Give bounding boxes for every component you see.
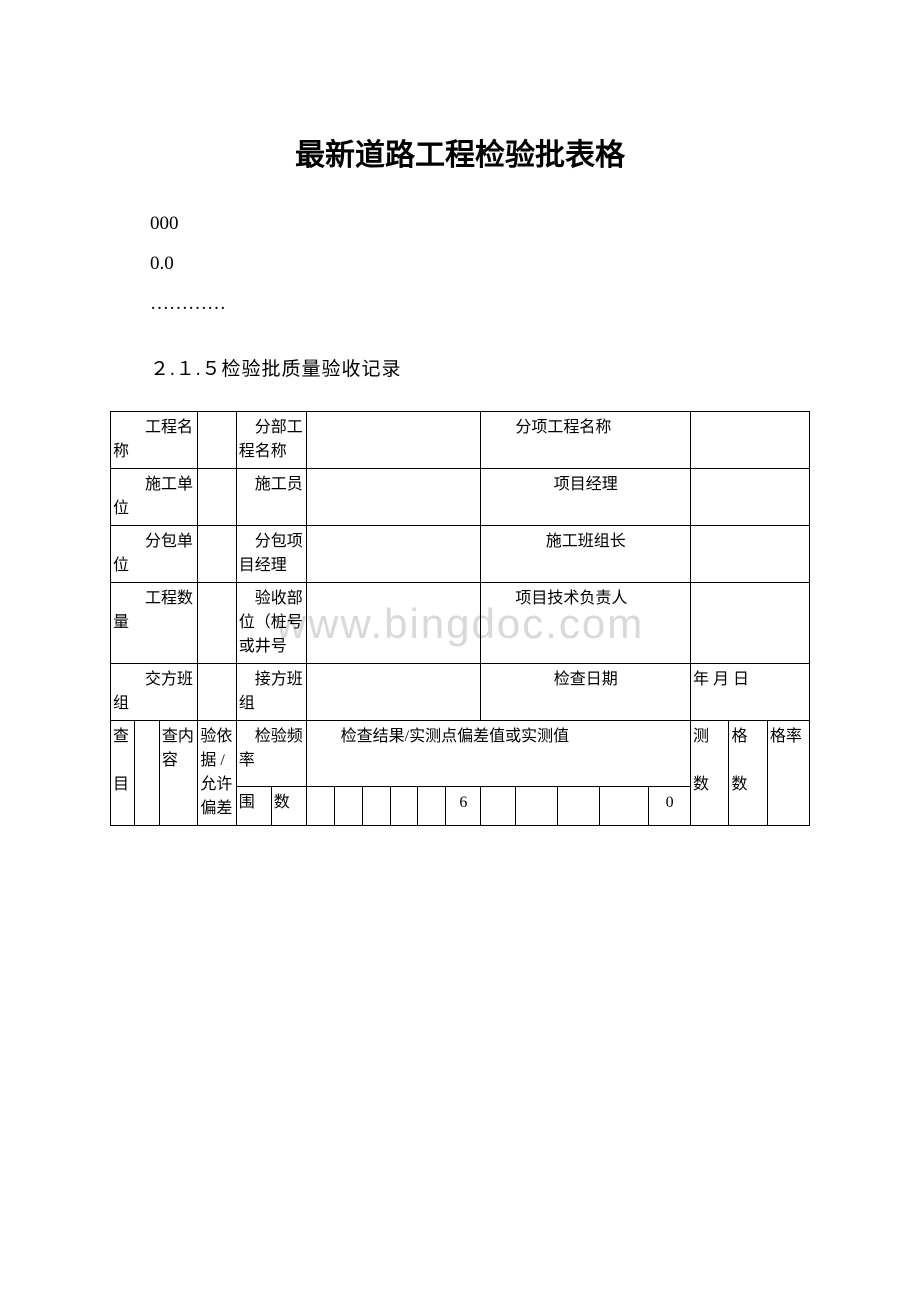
cell — [306, 411, 481, 468]
cell — [691, 582, 810, 663]
pre-line-1: 000 — [150, 204, 810, 244]
label-constructor: 施工员 — [236, 468, 306, 525]
table-row: 分包单位 分包项目经理 施工班组长 — [111, 525, 810, 582]
cell — [600, 787, 649, 826]
label-construction-unit: 施工单位 — [111, 468, 198, 525]
cell — [135, 720, 159, 825]
cell — [198, 411, 236, 468]
cell — [198, 663, 236, 720]
cell — [306, 582, 481, 663]
label-subitem-name: 分项工程名称 — [481, 411, 691, 468]
label-basis-tolerance: 验依据 / 允许偏差 — [198, 720, 236, 825]
label-check-content: 查内容 — [159, 720, 197, 825]
label-count: 数 — [271, 787, 306, 826]
cell — [691, 525, 810, 582]
label-measure-count: 测 数 — [691, 720, 729, 825]
cell — [198, 582, 236, 663]
cell — [691, 468, 810, 525]
label-project-manager: 项目经理 — [481, 468, 691, 525]
section-title: ２.１.５检验批质量验收记录 — [110, 354, 810, 381]
label-division-name: 分部工程名称 — [236, 411, 306, 468]
label-pass-rate: 格率 — [767, 720, 809, 825]
table-row: 施工单位 施工员 项目经理 — [111, 468, 810, 525]
cell — [306, 787, 334, 826]
pre-line-3: ………… — [150, 284, 810, 324]
cell — [362, 787, 390, 826]
inspection-form-table: 工程名称 分部工程名称 分项工程名称 施工单位 施工员 项目经理 分包单位 分包… — [110, 411, 810, 826]
cell — [306, 663, 481, 720]
cell-num-6: 6 — [446, 787, 481, 826]
cell — [334, 787, 362, 826]
table-row: 工程名称 分部工程名称 分项工程名称 — [111, 411, 810, 468]
label-check-frequency: 检验频率 — [236, 720, 306, 787]
label-result-header: 检查结果/实测点偏差值或实测值 — [306, 720, 690, 787]
pre-lines: 000 0.0 ………… — [110, 204, 810, 324]
label-quantity: 工程数量 — [111, 582, 198, 663]
document-title: 最新道路工程检验批表格 — [110, 130, 810, 174]
cell-date: 年 月 日 — [691, 663, 810, 720]
cell — [306, 525, 481, 582]
cell-num-0: 0 — [649, 787, 691, 826]
cell — [198, 525, 236, 582]
label-subcontract-pm: 分包项目经理 — [236, 525, 306, 582]
pre-line-2: 0.0 — [150, 244, 810, 284]
label-scope: 围 — [236, 787, 271, 826]
label-check-date: 检查日期 — [481, 663, 691, 720]
label-tech-lead: 项目技术负责人 — [481, 582, 691, 663]
label-receive-team: 接方班组 — [236, 663, 306, 720]
cell — [691, 411, 810, 468]
label-pass-count: 格 数 — [729, 720, 767, 825]
cell — [516, 787, 558, 826]
cell — [558, 787, 600, 826]
cell — [418, 787, 446, 826]
table-row: 查 目 查内容 验依据 / 允许偏差 检验频率 检查结果/实测点偏差值或实测值 … — [111, 720, 810, 787]
table-row: 交方班组 接方班组 检查日期 年 月 日 — [111, 663, 810, 720]
table-row: 工程数量 验收部位（桩号或井号 项目技术负责人 — [111, 582, 810, 663]
label-acceptance-location: 验收部位（桩号或井号 — [236, 582, 306, 663]
label-subcontract-unit: 分包单位 — [111, 525, 198, 582]
cell — [390, 787, 418, 826]
label-team-leader: 施工班组长 — [481, 525, 691, 582]
cell — [198, 468, 236, 525]
cell — [481, 787, 516, 826]
label-handover-team: 交方班组 — [111, 663, 198, 720]
cell — [306, 468, 481, 525]
label-project-name: 工程名称 — [111, 411, 198, 468]
label-check-item: 查 目 — [111, 720, 135, 825]
